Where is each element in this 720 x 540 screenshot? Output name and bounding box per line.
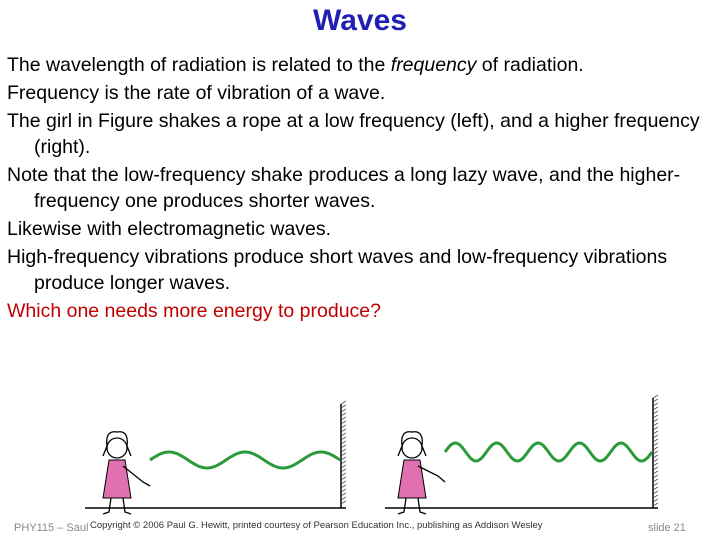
wall-hatch-mark	[652, 398, 659, 403]
wall-hatch-mark	[340, 412, 347, 417]
wall-hatch-mark	[652, 490, 659, 495]
girl-hair	[397, 431, 427, 457]
wall-hatch-mark	[652, 410, 659, 415]
bullet-girl-figure: The girl in Figure shakes a rope at a lo…	[7, 110, 700, 158]
bullet-frequency-def: Frequency is the rate of vibration of a …	[7, 82, 386, 104]
girl-right	[397, 431, 446, 515]
wall-hatch-left	[340, 400, 347, 508]
wall-hatch-mark	[340, 472, 347, 477]
wall-hatch-mark	[340, 416, 347, 421]
wall-hatch-mark	[340, 492, 347, 497]
girl-head	[106, 437, 128, 459]
wall-hatch-mark	[340, 428, 347, 433]
wall-hatch-mark	[652, 462, 659, 467]
bullet-emphasis: frequency	[390, 54, 477, 76]
bullet-high-low: High-frequency vibrations produce short …	[7, 246, 668, 294]
bullet-text: The wavelength of radiation is related t…	[7, 54, 391, 76]
wall-hatch-mark	[340, 464, 347, 469]
wall-hatch-mark	[340, 420, 347, 425]
wall-hatch-mark	[652, 422, 659, 427]
wall-hatch-mark	[340, 452, 347, 457]
slide-title: Waves	[313, 4, 407, 37]
wall-hatch-mark	[340, 468, 347, 473]
low-frequency-panel	[85, 400, 347, 515]
figure-copyright: Copyright © 2006 Paul G. Hewitt, printed…	[88, 520, 545, 531]
girl-arm	[417, 465, 446, 483]
wall-hatch-mark	[652, 482, 659, 487]
wall-hatch-mark	[340, 476, 347, 481]
girl-dress	[397, 459, 427, 499]
wall-hatch-mark	[340, 440, 347, 445]
girl-hair	[102, 431, 132, 457]
girl-legs	[102, 497, 132, 515]
wall-left	[340, 404, 346, 508]
girl-head	[401, 437, 423, 459]
wall-hatch-mark	[652, 434, 659, 439]
girl-legs	[397, 497, 427, 515]
wall-hatch-mark	[340, 424, 347, 429]
wall-hatch-mark	[652, 502, 659, 507]
wall-hatch-mark	[652, 406, 659, 411]
girl-left	[102, 431, 151, 515]
wall-hatch-mark	[340, 448, 347, 453]
wall-hatch-mark	[652, 418, 659, 423]
wall-hatch-mark	[652, 494, 659, 499]
wall-hatch-mark	[652, 498, 659, 503]
wall-hatch-mark	[340, 432, 347, 437]
wall-hatch-mark	[652, 466, 659, 471]
wall-hatch-mark	[652, 438, 659, 443]
wall-hatch-mark	[652, 430, 659, 435]
wall-hatch-mark	[652, 442, 659, 447]
wall-hatch-mark	[340, 436, 347, 441]
wall-hatch-mark	[652, 450, 659, 455]
girl-arm	[122, 465, 151, 487]
wall-hatch-mark	[340, 408, 347, 413]
wall-hatch-mark	[340, 400, 347, 405]
wall-hatch-mark	[652, 478, 659, 483]
wall-hatch-mark	[340, 444, 347, 449]
wall-hatch-mark	[652, 454, 659, 459]
bullet-likewise: Likewise with electromagnetic waves.	[7, 218, 332, 240]
wall-hatch-mark	[652, 402, 659, 407]
wall-hatch-mark	[652, 470, 659, 475]
wall-hatch-mark	[340, 480, 347, 485]
footer-slide-number: slide 21	[648, 522, 686, 534]
wall-hatch-mark	[652, 446, 659, 451]
wall-hatch-mark	[340, 500, 347, 505]
wall-hatch-mark	[652, 458, 659, 463]
footer-course: PHY115 – Saul	[14, 522, 89, 534]
wave-figure	[85, 394, 659, 515]
bullet-list: The wavelength of radiation is related t…	[7, 52, 715, 326]
girl-dress	[102, 459, 132, 499]
rope-low-frequency	[149, 450, 341, 470]
wall-hatch-mark	[652, 426, 659, 431]
wall-hatch-mark	[340, 484, 347, 489]
high-frequency-panel	[385, 394, 659, 515]
wall-hatch-mark	[340, 404, 347, 409]
bullet-wavelength: The wavelength of radiation is related t…	[7, 52, 715, 78]
wall-hatch-mark	[652, 474, 659, 479]
wall-hatch-mark	[340, 456, 347, 461]
wall-hatch-mark	[340, 488, 347, 493]
wall-hatch-mark	[340, 460, 347, 465]
bullet-note: Note that the low-frequency shake produc…	[7, 164, 681, 212]
wall-hatch-mark	[652, 486, 659, 491]
bullet-text: of radiation.	[476, 54, 584, 76]
wall-hatch-mark	[340, 496, 347, 501]
bullet-question: Which one needs more energy to produce?	[7, 300, 381, 322]
wall-hatch-mark	[652, 394, 659, 399]
wall-hatch-mark	[652, 414, 659, 419]
rope-high-frequency	[443, 441, 654, 463]
